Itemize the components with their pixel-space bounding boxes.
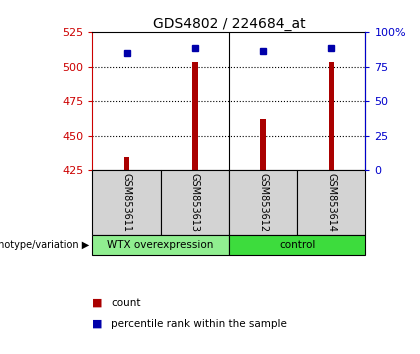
Text: GSM853612: GSM853612 [258,173,268,233]
Text: GSM853611: GSM853611 [121,173,131,233]
Bar [328,62,334,170]
Text: genotype/variation ▶: genotype/variation ▶ [0,240,90,250]
Text: GSM853613: GSM853613 [190,173,200,233]
Bar [297,170,365,235]
Bar [229,235,365,255]
Bar [260,119,266,170]
Bar [92,170,161,235]
Text: percentile rank within the sample: percentile rank within the sample [111,319,287,329]
Text: control: control [279,240,315,250]
Text: WTX overexpression: WTX overexpression [108,240,214,250]
Title: GDS4802 / 224684_at: GDS4802 / 224684_at [152,17,305,31]
Bar [161,170,229,235]
Text: count: count [111,298,141,308]
Bar [92,235,229,255]
Text: GSM853614: GSM853614 [326,173,336,233]
Text: ■: ■ [92,298,103,308]
Text: ■: ■ [92,319,103,329]
Bar [192,62,197,170]
Bar [229,170,297,235]
Bar [124,156,129,170]
